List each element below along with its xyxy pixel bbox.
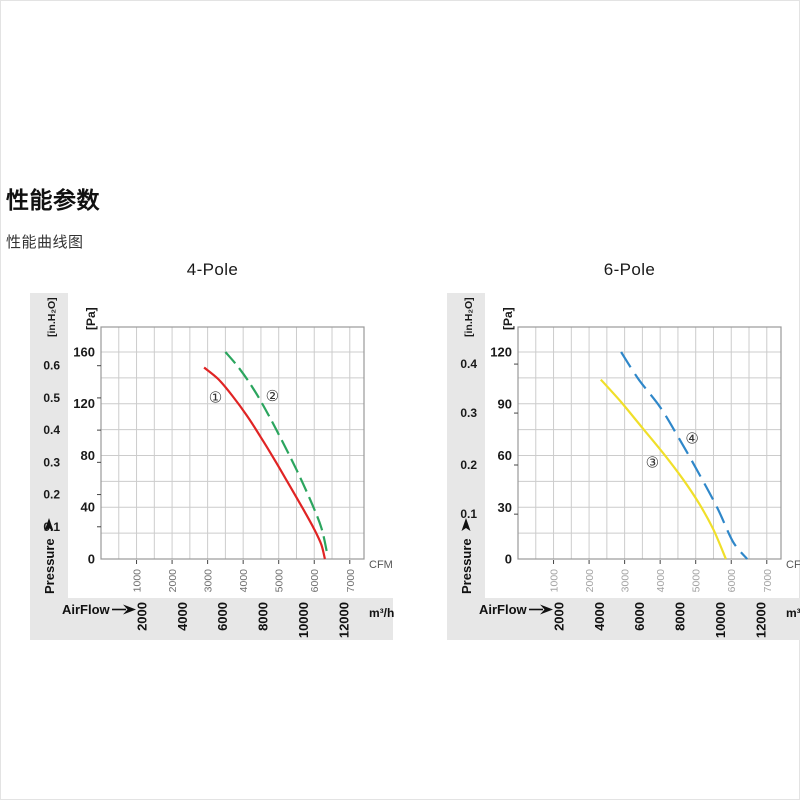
curve-2 bbox=[224, 351, 329, 557]
airflow-axis-label: AirFlow bbox=[479, 602, 528, 617]
chart-canvas-6pole: 120 90 60 30 0 0.4 0.3 0.2 0.1 1000 2000 3000 4000 50… bbox=[447, 293, 800, 640]
curve-1 bbox=[203, 366, 326, 560]
pa-tick-label: 0 bbox=[505, 552, 512, 567]
cfm-tick-label: 2000 bbox=[167, 569, 179, 593]
curve-label-4: ④ bbox=[685, 430, 698, 447]
cfm-tick-label: 6000 bbox=[726, 569, 738, 593]
m3h-tick-label: 8000 bbox=[673, 602, 688, 631]
pressure-axis-strip bbox=[447, 293, 485, 640]
m3h-unit-label: m³/h bbox=[369, 606, 394, 620]
airflow-arrow-icon bbox=[540, 604, 553, 615]
inh2o-tick-label: 0.3 bbox=[43, 455, 60, 469]
cfm-tick-label: 2000 bbox=[584, 569, 596, 593]
curve-label-2: ② bbox=[266, 388, 279, 405]
pressure-arrow-icon bbox=[44, 518, 54, 531]
pressure-arrow-icon bbox=[461, 518, 471, 531]
cfm-tick-label: 4000 bbox=[238, 569, 250, 593]
chart-title-4pole: 4-Pole bbox=[186, 260, 239, 279]
chart-title-6pole: 6-Pole bbox=[603, 260, 656, 279]
curve-3 bbox=[599, 378, 727, 560]
pa-unit-label: [Pa] bbox=[501, 307, 515, 330]
inh2o-tick-label: 0.2 bbox=[43, 488, 60, 502]
pa-tick-label: 160 bbox=[73, 344, 95, 359]
page-title: 性能参数 bbox=[6, 187, 100, 213]
m3h-tick-label: 10000 bbox=[296, 602, 311, 638]
cfm-tick-label: 6000 bbox=[309, 569, 321, 593]
page-subtitle: 性能曲线图 bbox=[6, 234, 84, 251]
cfm-tick-label: 7000 bbox=[762, 569, 774, 593]
cfm-tick-label: 5000 bbox=[274, 569, 286, 593]
cfm-tick-label: 3000 bbox=[620, 569, 632, 593]
m3h-tick-label: 2000 bbox=[134, 602, 149, 631]
inh2o-tick-label: 0.6 bbox=[43, 359, 60, 373]
cfm-unit-label: CFM bbox=[369, 559, 393, 571]
inh2o-tick-label: 0.5 bbox=[43, 391, 60, 405]
curve-label-3: ③ bbox=[646, 454, 659, 471]
plot-border bbox=[100, 326, 365, 560]
inh2o-tick-label: 0.4 bbox=[43, 423, 60, 437]
chart-6pole: 6-Pole 120 90 60 30 0 0.4 0.3 0.2 0.1 1000 2000 300… bbox=[442, 260, 800, 645]
cfm-tick-label: 3000 bbox=[203, 569, 215, 593]
pressure-axis-label: Pressure bbox=[42, 538, 57, 594]
pa-tick-label: 90 bbox=[498, 396, 512, 411]
cfm-tick-label: 5000 bbox=[691, 569, 703, 593]
chart-4pole: 4-Pole 160120804000.60.50.40.30.20.11000… bbox=[25, 260, 400, 645]
m3h-tick-label: 2000 bbox=[551, 602, 566, 631]
pa-unit-label: [Pa] bbox=[84, 307, 98, 330]
pa-tick-label: 0 bbox=[88, 552, 95, 567]
pressure-axis-label: Pressure bbox=[459, 538, 474, 594]
pa-tick-label: 30 bbox=[498, 500, 512, 515]
m3h-tick-label: 6000 bbox=[632, 602, 647, 631]
plot-border bbox=[517, 326, 782, 560]
inh2o-unit-label: [in.H₂O] bbox=[46, 297, 58, 337]
inh2o-tick-label: 0.2 bbox=[460, 458, 477, 472]
inh2o-tick-label: 0.3 bbox=[460, 406, 477, 420]
curve-4 bbox=[620, 351, 749, 560]
cfm-tick-label: 7000 bbox=[345, 569, 357, 593]
airflow-axis-strip bbox=[447, 598, 800, 640]
m3h-unit-label: m³/h bbox=[786, 606, 800, 620]
m3h-tick-label: 12000 bbox=[753, 602, 768, 638]
cfm-tick-label: 1000 bbox=[549, 569, 561, 593]
airflow-axis-strip bbox=[30, 598, 393, 640]
inh2o-tick-label: 0.1 bbox=[460, 507, 477, 521]
cfm-tick-label: 1000 bbox=[132, 569, 144, 593]
pa-tick-label: 120 bbox=[73, 396, 95, 411]
inh2o-unit-label: [in.H₂O] bbox=[463, 297, 475, 337]
m3h-tick-label: 8000 bbox=[256, 602, 271, 631]
m3h-tick-label: 12000 bbox=[336, 602, 351, 638]
chart-canvas-4pole: 160120804000.60.50.40.30.20.110002000300… bbox=[30, 293, 394, 640]
inh2o-tick-label: 0.4 bbox=[460, 357, 477, 371]
airflow-arrow-icon bbox=[123, 604, 136, 615]
airflow-axis-label: AirFlow bbox=[62, 602, 111, 617]
pa-tick-label: 60 bbox=[498, 448, 512, 463]
pa-tick-label: 40 bbox=[81, 500, 95, 515]
m3h-tick-label: 6000 bbox=[215, 602, 230, 631]
m3h-tick-label: 10000 bbox=[713, 602, 728, 638]
pa-tick-label: 80 bbox=[81, 448, 95, 463]
pressure-axis-strip bbox=[30, 293, 68, 640]
m3h-tick-label: 4000 bbox=[592, 602, 607, 631]
pa-tick-label: 120 bbox=[490, 345, 512, 360]
cfm-tick-label: 4000 bbox=[655, 569, 667, 593]
cfm-unit-label: CFM bbox=[786, 559, 800, 571]
m3h-tick-label: 4000 bbox=[175, 602, 190, 631]
curve-label-1: ① bbox=[209, 389, 222, 406]
